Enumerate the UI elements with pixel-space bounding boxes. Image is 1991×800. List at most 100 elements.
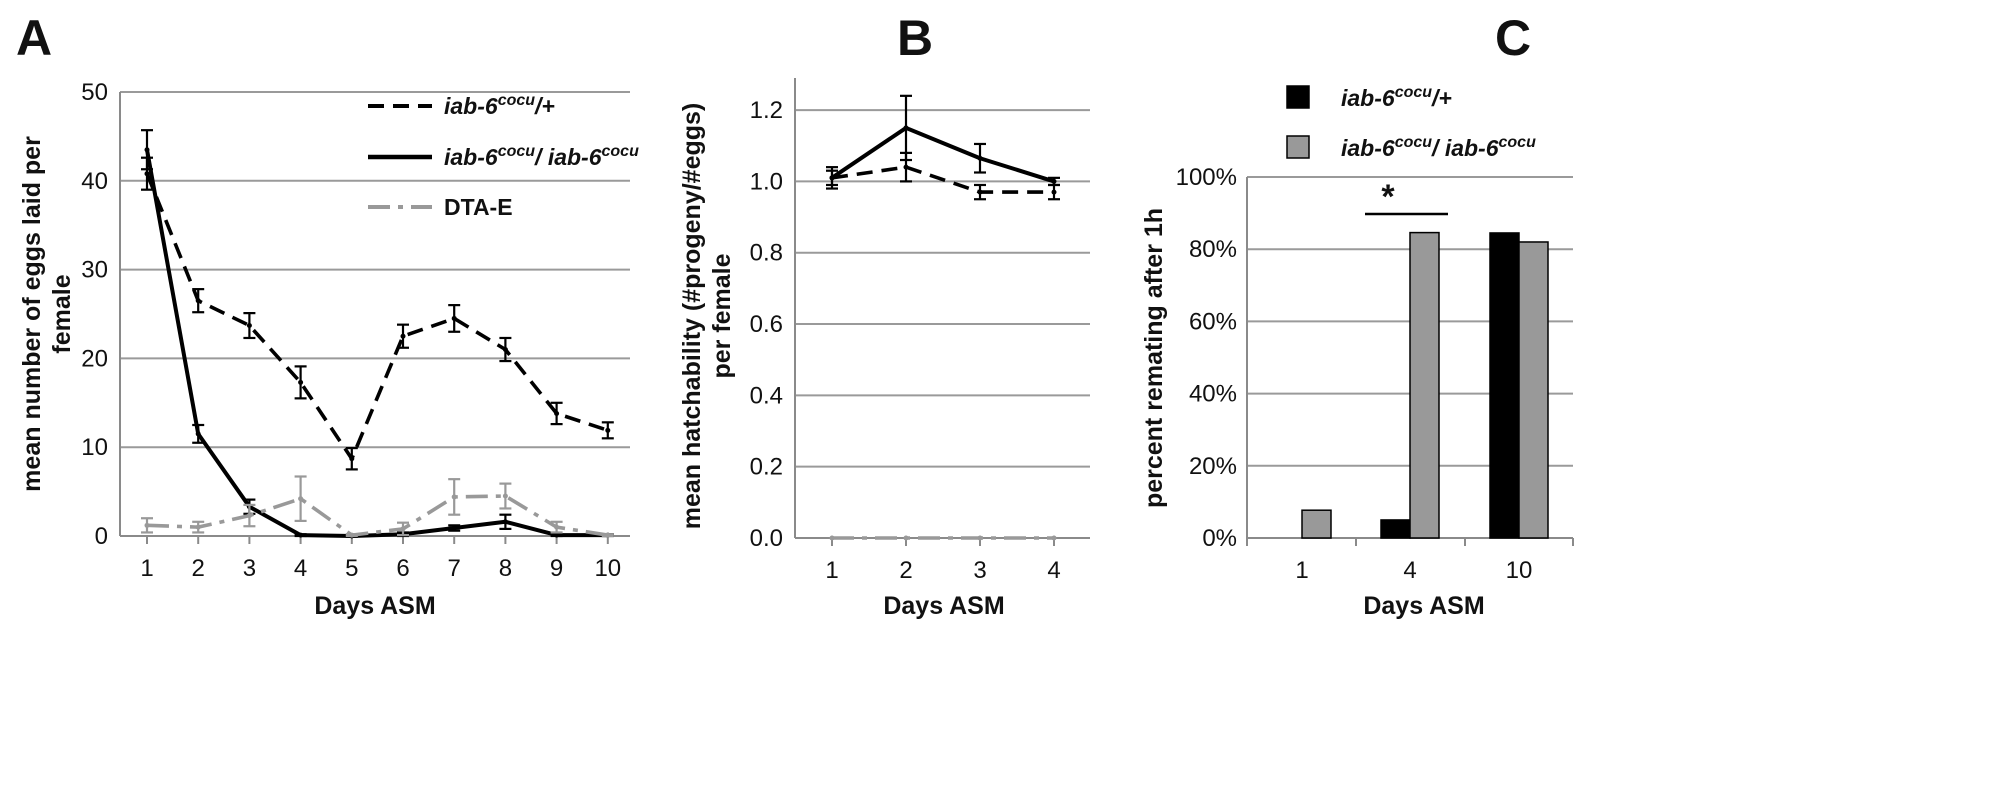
x-tick-label: 1 [140, 555, 153, 582]
bar [1380, 519, 1411, 539]
legend-label: iab-6cocu/ iab-6cocu [1341, 134, 1536, 161]
data-point [448, 304, 461, 333]
series-2 [141, 475, 614, 538]
point-marker [349, 532, 355, 538]
panel-b-line-chart: B 0.0 0.2 0.4 0.6 0.8 1.0 1.2 1 2 3 4 Days ASM mean h… [678, 10, 1090, 620]
data-point [448, 524, 461, 532]
data-point [601, 421, 614, 440]
panel-letter: C [1495, 10, 1531, 66]
data-point [192, 423, 205, 444]
point-marker [195, 524, 201, 530]
point-marker [1051, 178, 1057, 184]
x-tick-label: 8 [499, 555, 512, 582]
point-marker [554, 410, 560, 416]
x-tick-label: 3 [243, 555, 256, 582]
y-tick-label: 1.0 [750, 168, 783, 195]
legend-label-part: / [534, 144, 548, 170]
data-point [243, 312, 256, 340]
y-tick-label: 0.2 [750, 454, 783, 481]
x-tick-label: 10 [594, 555, 621, 582]
legend: iab-6cocu/+iab-6cocu/ iab-6cocu [1286, 84, 1536, 161]
y-tick-label: 60% [1189, 308, 1237, 335]
y-tick-label: 40% [1189, 381, 1237, 408]
legend-label-part: /+ [534, 93, 555, 119]
point-marker [144, 171, 150, 177]
y-axis-title-line: per female [708, 253, 736, 378]
data-point [141, 129, 153, 171]
data-point [499, 513, 512, 530]
y-tick-label: 20 [81, 345, 108, 372]
series-line [830, 125, 1055, 184]
legend-label-part: iab-6 [548, 144, 602, 170]
legend-label-part: /+ [1431, 85, 1452, 111]
point-marker [298, 532, 304, 538]
point-marker [144, 522, 150, 528]
point-marker [977, 535, 983, 541]
panel-c-bar-chart: C 0% 20% 40% 60% 80% 100% 1 4 10 * Days ASM percent … [1140, 10, 1574, 620]
series-1 [141, 129, 614, 539]
point-marker [903, 164, 909, 170]
data-point [499, 336, 512, 363]
point-marker [502, 519, 508, 525]
x-tick-label: 6 [396, 555, 409, 582]
y-axis-title-line: percent remating after 1h [1140, 208, 1168, 508]
data-point [345, 446, 358, 471]
x-tick-label: 1 [1295, 557, 1308, 584]
point-marker [903, 535, 909, 541]
bar [1409, 231, 1440, 539]
data-point [294, 365, 307, 400]
series-0 [141, 156, 614, 471]
legend-label-part: iab-6 [444, 144, 498, 170]
data-point [977, 535, 983, 541]
x-axis-title: Days ASM [314, 592, 435, 620]
point-marker [246, 323, 252, 329]
y-tick-label: 20% [1189, 453, 1237, 480]
y-tick-label: 0.0 [750, 525, 783, 552]
significance-star: * [1381, 178, 1395, 216]
data-point [550, 532, 563, 538]
legend-item: iab-6cocu/+ [368, 92, 555, 119]
point-marker [451, 315, 457, 321]
legend-label: DTA-E [444, 194, 513, 220]
point-marker [451, 525, 457, 531]
legend-label-part: cocu [1395, 134, 1433, 151]
point-marker [977, 155, 983, 161]
y-tick-label: 0.6 [750, 311, 783, 338]
point-marker [502, 493, 508, 499]
data-point [192, 288, 205, 314]
point-marker [554, 532, 560, 538]
series-line [831, 165, 1054, 194]
x-tick-label: 3 [973, 557, 986, 584]
y-tick-label: 1.2 [750, 97, 783, 124]
y-axis-title-line: mean hatchability (#progeny/#eggs) [678, 103, 706, 530]
legend-label-part: iab-6 [1341, 135, 1395, 161]
data-point [294, 532, 307, 538]
y-tick-label: 0.8 [750, 240, 783, 267]
legend-label-part: / [1431, 135, 1445, 161]
point-marker [829, 535, 835, 541]
x-tick-label: 4 [294, 555, 307, 582]
data-point [448, 478, 461, 516]
data-point [974, 183, 986, 201]
data-point [829, 535, 835, 541]
y-axis-title-line: female [48, 274, 76, 353]
x-axis-title: Days ASM [883, 592, 1004, 620]
point-marker [903, 125, 909, 131]
point-marker [451, 494, 457, 500]
legend-label-part: cocu [498, 92, 536, 109]
point-marker [195, 298, 201, 304]
bar [1518, 241, 1549, 539]
point-marker [400, 333, 406, 339]
point-marker [829, 175, 835, 181]
bar [1489, 232, 1520, 539]
y-tick-label: 10 [81, 434, 108, 461]
data-point [550, 401, 563, 426]
point-marker [977, 189, 983, 195]
legend-item: iab-6cocu/ iab-6cocu [368, 143, 639, 170]
series-line [145, 149, 608, 538]
legend-label-part: iab-6 [1341, 85, 1395, 111]
data-point [499, 482, 512, 510]
x-tick-label: 7 [448, 555, 461, 582]
